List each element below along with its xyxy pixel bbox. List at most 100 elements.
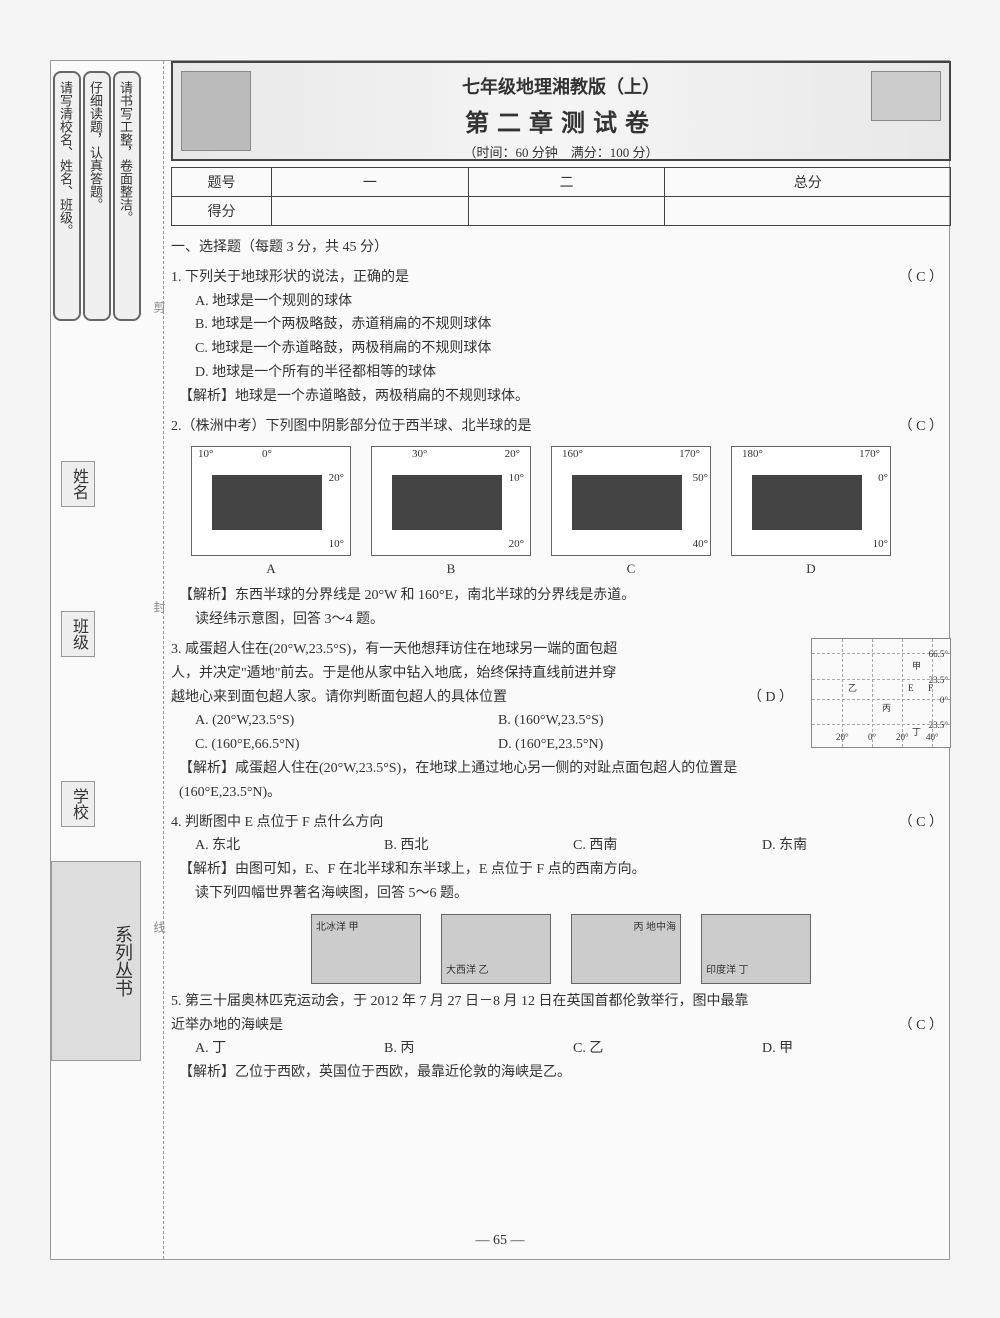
series-text: 系列丛书 [113,925,133,997]
q3-opt-c: C. (160°E,66.5°N) [195,733,498,757]
q2-diagrams: 10° 0° 20° 10° A 30° 20° 1 [191,446,951,580]
gl: 0° [940,693,948,708]
header-decoration-left [181,71,251,151]
diagram-c: 160° 170° 50° 40° C [551,446,711,580]
q5-analysis: 【解析】乙位于西欧，英国位于西欧，最靠近伦敦的海峡是乙。 [171,1061,951,1085]
strait-lbl: 印度洋 丁 [706,962,749,979]
instruction-1: 请写清校名、姓名、班级。 [53,71,81,321]
lbl: 0° [262,445,272,464]
q2-analysis: 【解析】东西半球的分界线是 20°W 和 160°E，南北半球的分界线是赤道。 [171,584,951,608]
q2-answer: （ C ） [899,415,943,439]
lbl: 50° [693,469,708,488]
gl: 丙 [882,701,891,716]
main-content: 七年级地理湘教版（上） 第二章测试卷 （时间：60 分钟 满分：100 分） 题… [171,61,951,1085]
q4-opt-a: A. 东北 [195,834,384,858]
question-2: 2.（株洲中考）下列图中阴影部分位于西半球、北半球的是 （ C ） 10° 0°… [171,415,951,609]
q3-opts-row2: C. (160°E,66.5°N) D. (160°E,23.5°N) [171,733,801,757]
lat-lon-grid: 66.5° 23.5° 0° 23.5° 20° 0° 20° 40° 甲 乙 … [811,638,951,748]
cell [468,197,665,226]
cap-c: C [551,558,711,580]
strait-4: 印度洋 丁 [701,914,811,984]
q3-intro: 读经纬示意图，回答 3～4 题。 [171,608,951,632]
questions-area: 一、选择题（每题 3 分，共 45 分） 1. 下列关于地球形状的说法，正确的是… [171,236,951,1085]
cell: 一 [272,168,469,197]
q5-intro: 读下列四幅世界著名海峡图，回答 5～6 题。 [171,882,951,906]
cell: 得分 [172,197,272,226]
strait-3: 丙 地中海 [571,914,681,984]
q3-opt-d: D. (160°E,23.5°N) [498,733,801,757]
q5-stem2: 近举办地的海峡是 [171,1018,283,1033]
lbl: 10° [329,535,344,554]
lbl: 160° [562,445,583,464]
q3-analysis: 【解析】咸蛋超人住在(20°W,23.5°S)，在地球上通过地心另一侧的对趾点面… [171,757,801,805]
q4-opt-d: D. 东南 [762,834,951,858]
table-row: 题号 一 二 总分 [172,168,951,197]
q1-stem: 1. 下列关于地球形状的说法，正确的是 [171,270,409,285]
question-3: 66.5° 23.5° 0° 23.5° 20° 0° 20° 40° 甲 乙 … [171,638,951,805]
page: 请写清校名、姓名、班级。 仔细读题，认真答题。 请书写工整，卷面整洁。 姓名 班… [50,60,950,1260]
lbl: 30° [412,445,427,464]
gl: 丁 [912,725,921,740]
lbl: 170° [679,445,700,464]
cell [665,197,951,226]
strait-diagrams: 北冰洋 甲 大西洋 乙 丙 地中海 印度洋 丁 [311,914,951,984]
shade [572,475,682,530]
lbl: 40° [693,535,708,554]
gl: 66.5° [929,647,948,662]
strait-lbl: 北冰洋 甲 [316,919,359,936]
lbl: 0° [878,469,888,488]
strait-1: 北冰洋 甲 [311,914,421,984]
lbl: 10° [873,535,888,554]
lbl: 170° [859,445,880,464]
q5-opt-b: B. 丙 [384,1037,573,1061]
instruction-3: 请书写工整，卷面整洁。 [113,71,141,321]
cap-d: D [731,558,891,580]
cell: 题号 [172,168,272,197]
q1-opt-c: C. 地球是一个赤道略鼓，两极稍扁的不规则球体 [171,337,951,361]
header-chapter: 第二章测试卷 [173,103,949,138]
cut-line [163,61,164,1259]
q4-opt-b: B. 西北 [384,834,573,858]
q5-stem1: 5. 第三十届奥林匹克运动会，于 2012 年 7 月 27 日－8 月 12 … [171,990,951,1014]
shade [212,475,322,530]
question-1: 1. 下列关于地球形状的说法，正确的是 （ C ） A. 地球是一个规则的球体 … [171,266,951,409]
header-info: （时间：60 分钟 满分：100 分） [173,142,949,161]
q3-stem1: 3. 咸蛋超人住在(20°W,23.5°S)，有一天他想拜访住在地球另一端的面包… [171,638,801,662]
cap-a: A [191,558,351,580]
gl: 甲 [912,659,921,674]
cell: 二 [468,168,665,197]
q3-opts-row1: A. (20°W,23.5°S) B. (160°W,23.5°S) [171,709,801,733]
diagram-a: 10° 0° 20° 10° A [191,446,351,580]
instruction-2: 仔细读题，认真答题。 [83,71,111,321]
score-table: 题号 一 二 总分 得分 [171,167,951,226]
field-school: 学校 [61,781,95,827]
shade [392,475,502,530]
q3-answer: （ D ） [748,686,793,710]
q5-opts: A. 丁 B. 丙 C. 乙 D. 甲 [171,1037,951,1061]
gl: 乙 [848,681,857,696]
lbl: 20° [329,469,344,488]
q3-stem3: 越地心来到面包超人家。请你判断面包超人的具体位置 [171,690,507,705]
gl-f: F [928,681,933,696]
q4-opts: A. 东北 B. 西北 C. 西南 D. 东南 [171,834,951,858]
q2-stem: 2.（株洲中考）下列图中阴影部分位于西半球、北半球的是 [171,419,532,434]
q5-opt-d: D. 甲 [762,1037,951,1061]
q4-opt-c: C. 西南 [573,834,762,858]
q3-opt-b: B. (160°W,23.5°S) [498,709,801,733]
lbl: 10° [509,469,524,488]
table-row: 得分 [172,197,951,226]
gl: 20° [836,730,849,745]
q1-opt-a: A. 地球是一个规则的球体 [171,290,951,314]
strait-lbl: 大西洋 乙 [446,962,489,979]
gl: 40° [926,730,939,745]
diagram-b: 30° 20° 10° 20° B [371,446,531,580]
strait-2: 大西洋 乙 [441,914,551,984]
cell [272,197,469,226]
field-name: 姓名 [61,461,95,507]
shade [752,475,862,530]
question-5: 5. 第三十届奥林匹克运动会，于 2012 年 7 月 27 日－8 月 12 … [171,990,951,1085]
sidebar: 请写清校名、姓名、班级。 仔细读题，认真答题。 请书写工整，卷面整洁。 姓名 班… [51,61,161,1259]
cut-mark-2: 封 [151,601,168,613]
section-title: 一、选择题（每题 3 分，共 45 分） [171,236,951,260]
field-class: 班级 [61,611,95,657]
